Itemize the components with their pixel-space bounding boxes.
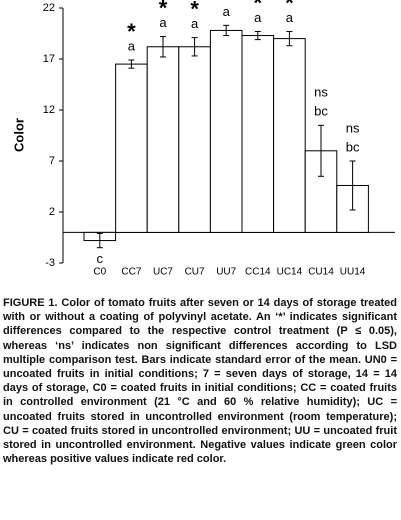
letter-label: a <box>128 38 136 53</box>
caption-label: FIGURE 1. <box>3 297 58 309</box>
bar <box>241 35 275 233</box>
x-tick-label: CU14 <box>308 267 334 278</box>
chart: Color -327121722C0cCC7a*UC7a*CU7a*UU7a*C… <box>11 0 395 278</box>
y-tick-label: 12 <box>43 104 55 116</box>
x-tick-label: CC14 <box>245 267 271 278</box>
letter-label: a <box>223 4 231 19</box>
x-tick-label: UC14 <box>277 267 303 278</box>
letter-label: bc <box>314 104 328 119</box>
x-tick-label: CC7 <box>121 267 141 278</box>
y-tick-label: 7 <box>49 155 55 167</box>
y-tick-label: 22 <box>43 2 55 14</box>
x-tick-label: UC7 <box>153 267 173 278</box>
letter-label: c <box>97 251 104 266</box>
significance-label: ns <box>346 120 360 135</box>
significance-label: * <box>285 0 294 15</box>
y-tick-label: 17 <box>43 53 55 65</box>
bar <box>115 63 148 233</box>
bar <box>209 29 243 233</box>
letter-label: a <box>286 10 294 25</box>
bar <box>146 46 180 233</box>
significance-label: * <box>127 19 136 44</box>
y-tick-label: 2 <box>49 206 55 218</box>
x-tick-label: CU7 <box>185 267 205 278</box>
bar <box>273 38 306 233</box>
letter-label: a <box>159 15 167 30</box>
letter-label: a <box>254 10 262 25</box>
significance-label: * <box>159 0 168 20</box>
significance-label: * <box>222 0 231 9</box>
y-tick-label: -3 <box>45 257 55 269</box>
letter-label: a <box>191 16 199 31</box>
letter-label: bc <box>346 139 360 154</box>
significance-label: * <box>190 0 199 21</box>
bar <box>178 46 211 233</box>
significance-label: * <box>254 0 263 15</box>
y-axis-label: Color <box>11 118 26 152</box>
x-tick-label: UU7 <box>216 267 236 278</box>
x-tick-label: UU14 <box>340 267 366 278</box>
caption-text: Color of tomato fruits after seven or 14… <box>3 297 397 466</box>
significance-label: ns <box>314 85 328 100</box>
x-tick-label: C0 <box>93 267 106 278</box>
caption: FIGURE 1. Color of tomato fruits after s… <box>3 296 397 466</box>
